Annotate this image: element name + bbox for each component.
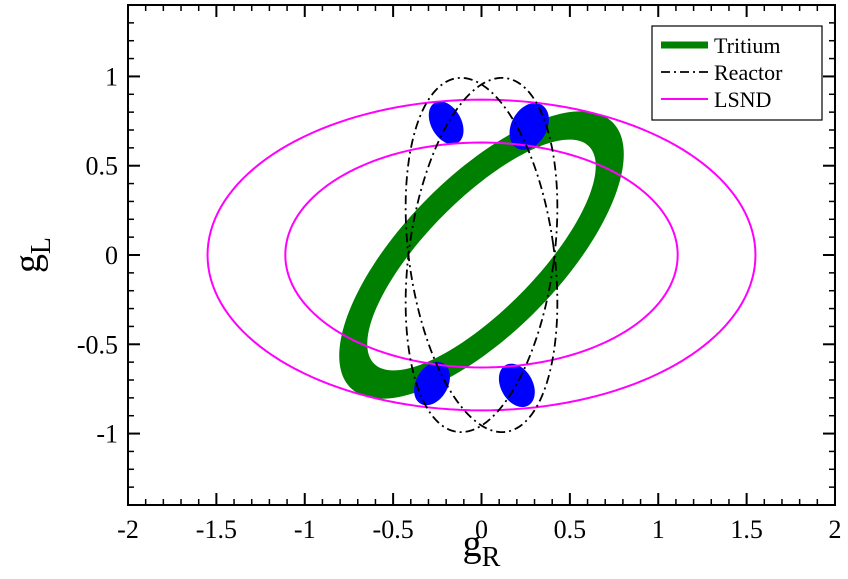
- x-tick-label: -2: [117, 515, 139, 544]
- lsnd-contour-inner: [284, 141, 679, 369]
- y-axis-label-sub: L: [26, 237, 57, 254]
- y-axis-label-main: g: [7, 254, 49, 273]
- x-tick-label: 1.5: [730, 515, 763, 544]
- legend: Tritium Reactor LSND: [651, 25, 823, 121]
- x-tick-label: -0.5: [373, 515, 414, 544]
- x-axis-label-sub: R: [482, 542, 501, 573]
- x-tick-label: 0: [475, 515, 488, 544]
- x-tick-label: 1: [652, 515, 665, 544]
- y-tick-label: 0: [105, 241, 118, 270]
- x-axis-label: gR: [463, 523, 501, 573]
- y-tick-label: 0.5: [86, 152, 119, 181]
- y-axis-label: gL: [7, 237, 57, 273]
- x-axis-label-main: g: [463, 523, 482, 565]
- reactor-contour-1: [404, 76, 559, 434]
- blue-region-2: [414, 361, 450, 406]
- y-tick-label: -1: [96, 420, 118, 449]
- x-tick-label: -1: [294, 515, 316, 544]
- x-tick-label: 2: [829, 515, 842, 544]
- y-tick-label: -0.5: [77, 330, 118, 359]
- legend-label-tritium: Tritium: [714, 33, 780, 58]
- tritium-band: [339, 111, 624, 399]
- legend-label-reactor: Reactor: [714, 60, 783, 85]
- blue-region-1: [509, 103, 549, 150]
- x-tick-label: 0.5: [554, 515, 587, 544]
- ticks-layer: -2 -1.5 -1 -0.5 0 0.5 1 1.5 2 -1 -0.5 0 0.5 1: [77, 5, 842, 544]
- y-tick-label: 1: [105, 62, 118, 91]
- data-layer: [206, 76, 757, 434]
- reactor-contour-0: [404, 76, 559, 434]
- lsnd-contour-outer: [206, 98, 757, 412]
- x-tick-label: -1.5: [196, 515, 237, 544]
- legend-label-lsnd: LSND: [714, 87, 771, 112]
